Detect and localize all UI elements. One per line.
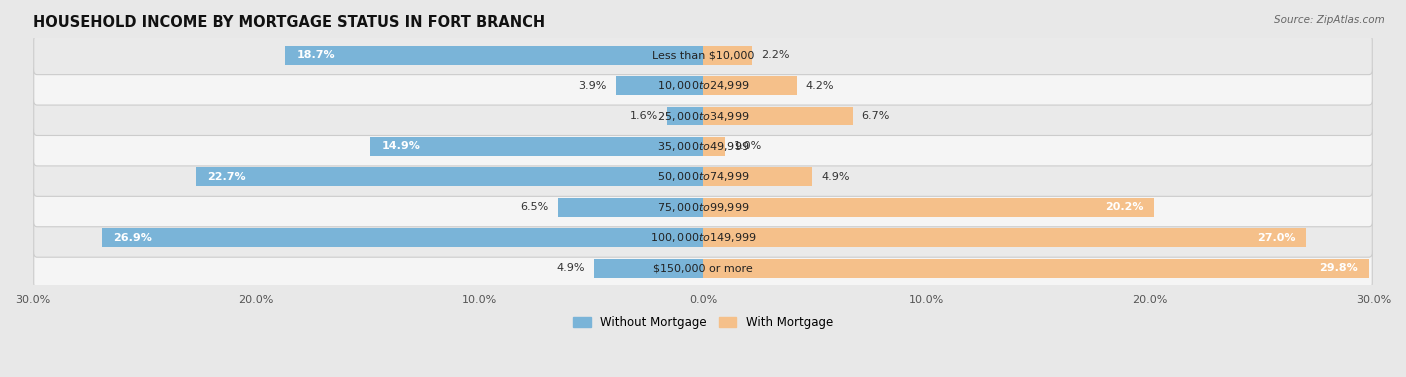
Bar xyxy=(703,46,752,64)
Bar xyxy=(703,259,1369,277)
Text: 6.7%: 6.7% xyxy=(862,111,890,121)
Bar xyxy=(703,167,813,186)
Text: 3.9%: 3.9% xyxy=(578,81,607,90)
Text: 4.9%: 4.9% xyxy=(555,263,585,273)
Text: 29.8%: 29.8% xyxy=(1319,263,1358,273)
Text: $100,000 to $149,999: $100,000 to $149,999 xyxy=(650,231,756,244)
Text: 1.0%: 1.0% xyxy=(734,141,762,152)
Text: HOUSEHOLD INCOME BY MORTGAGE STATUS IN FORT BRANCH: HOUSEHOLD INCOME BY MORTGAGE STATUS IN F… xyxy=(32,15,544,30)
Text: $35,000 to $49,999: $35,000 to $49,999 xyxy=(657,140,749,153)
FancyBboxPatch shape xyxy=(34,157,1372,196)
Text: 27.0%: 27.0% xyxy=(1257,233,1295,243)
Bar xyxy=(101,228,703,247)
Bar xyxy=(285,46,703,64)
Text: 1.6%: 1.6% xyxy=(630,111,658,121)
Bar xyxy=(668,107,703,126)
Text: Less than $10,000: Less than $10,000 xyxy=(652,50,754,60)
Bar xyxy=(370,137,703,156)
Text: $150,000 or more: $150,000 or more xyxy=(654,263,752,273)
Bar xyxy=(703,228,1306,247)
Bar xyxy=(616,76,703,95)
Text: 26.9%: 26.9% xyxy=(112,233,152,243)
Text: $75,000 to $99,999: $75,000 to $99,999 xyxy=(657,201,749,214)
Bar xyxy=(558,198,703,217)
Legend: Without Mortgage, With Mortgage: Without Mortgage, With Mortgage xyxy=(568,311,838,334)
Bar xyxy=(703,137,725,156)
Text: 22.7%: 22.7% xyxy=(207,172,246,182)
Bar xyxy=(195,167,703,186)
FancyBboxPatch shape xyxy=(34,97,1372,135)
FancyBboxPatch shape xyxy=(34,249,1372,288)
Text: 4.2%: 4.2% xyxy=(806,81,834,90)
FancyBboxPatch shape xyxy=(34,218,1372,257)
FancyBboxPatch shape xyxy=(34,36,1372,75)
Bar xyxy=(703,76,797,95)
Text: $50,000 to $74,999: $50,000 to $74,999 xyxy=(657,170,749,183)
Text: 4.9%: 4.9% xyxy=(821,172,851,182)
Text: 20.2%: 20.2% xyxy=(1105,202,1143,212)
Bar xyxy=(593,259,703,277)
FancyBboxPatch shape xyxy=(34,127,1372,166)
Text: Source: ZipAtlas.com: Source: ZipAtlas.com xyxy=(1274,15,1385,25)
Text: $25,000 to $34,999: $25,000 to $34,999 xyxy=(657,109,749,123)
FancyBboxPatch shape xyxy=(34,66,1372,105)
Text: 18.7%: 18.7% xyxy=(297,50,335,60)
Bar xyxy=(703,107,852,126)
Text: 2.2%: 2.2% xyxy=(761,50,790,60)
Bar xyxy=(703,198,1154,217)
Text: $10,000 to $24,999: $10,000 to $24,999 xyxy=(657,79,749,92)
FancyBboxPatch shape xyxy=(34,188,1372,227)
Text: 6.5%: 6.5% xyxy=(520,202,548,212)
Text: 14.9%: 14.9% xyxy=(381,141,420,152)
